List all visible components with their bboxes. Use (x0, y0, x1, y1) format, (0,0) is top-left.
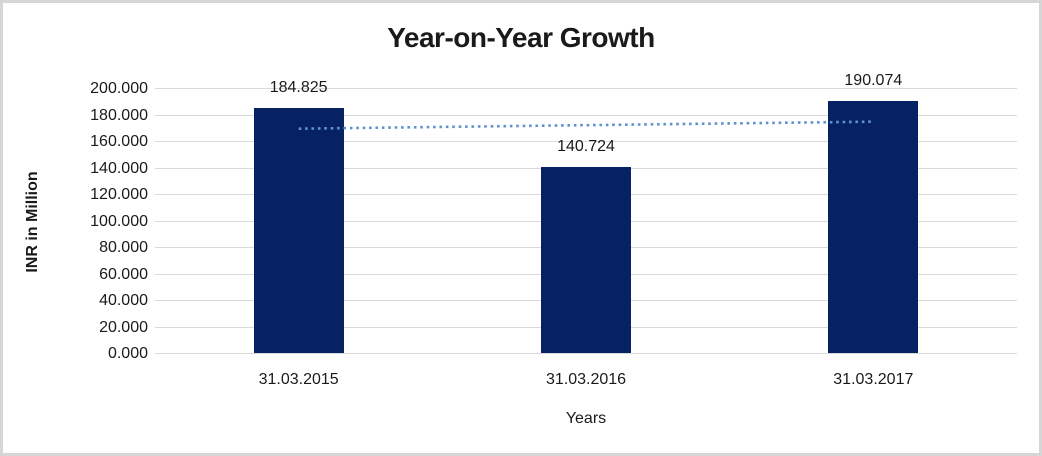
y-axis-tick-label: 160.000 (90, 133, 148, 150)
y-axis-tick-label: 180.000 (90, 106, 148, 124)
x-axis-tick-label: 31.03.2015 (258, 371, 339, 388)
x-axis-title: Years (565, 410, 607, 427)
y-axis-tick-label: 140.000 (90, 159, 148, 177)
y-axis-tick-label: 60.000 (99, 265, 148, 283)
x-axis-tick-label: 31.03.2017 (833, 371, 914, 388)
x-axis-tick-label: 31.03.2016 (545, 371, 627, 388)
gridline (155, 141, 1017, 142)
bar (541, 166, 631, 353)
y-axis-tick-label: 20.000 (99, 318, 148, 336)
trendline-segment (298, 120, 874, 130)
y-axis-tick-label: 0.000 (107, 345, 148, 362)
bar-value-label: 184.825 (269, 79, 328, 97)
gridline (155, 353, 1017, 354)
y-axis-tick-label: 200.000 (90, 80, 148, 97)
bar (828, 101, 919, 353)
gridline (155, 88, 1017, 89)
bar-value-label: 140.724 (557, 137, 615, 155)
y-axis-tick-label: 40.000 (99, 292, 148, 309)
y-axis-tick-label: 100.000 (90, 212, 148, 230)
chart-title: Year-on-Year Growth (387, 22, 655, 53)
gridline (155, 114, 1017, 116)
bar (253, 108, 344, 353)
bar-value-label: 190.074 (844, 72, 903, 90)
y-axis-tick-label: 80.000 (99, 239, 148, 256)
y-axis-title: INR in Million (24, 171, 41, 273)
y-axis-tick-label: 120.000 (90, 186, 148, 203)
